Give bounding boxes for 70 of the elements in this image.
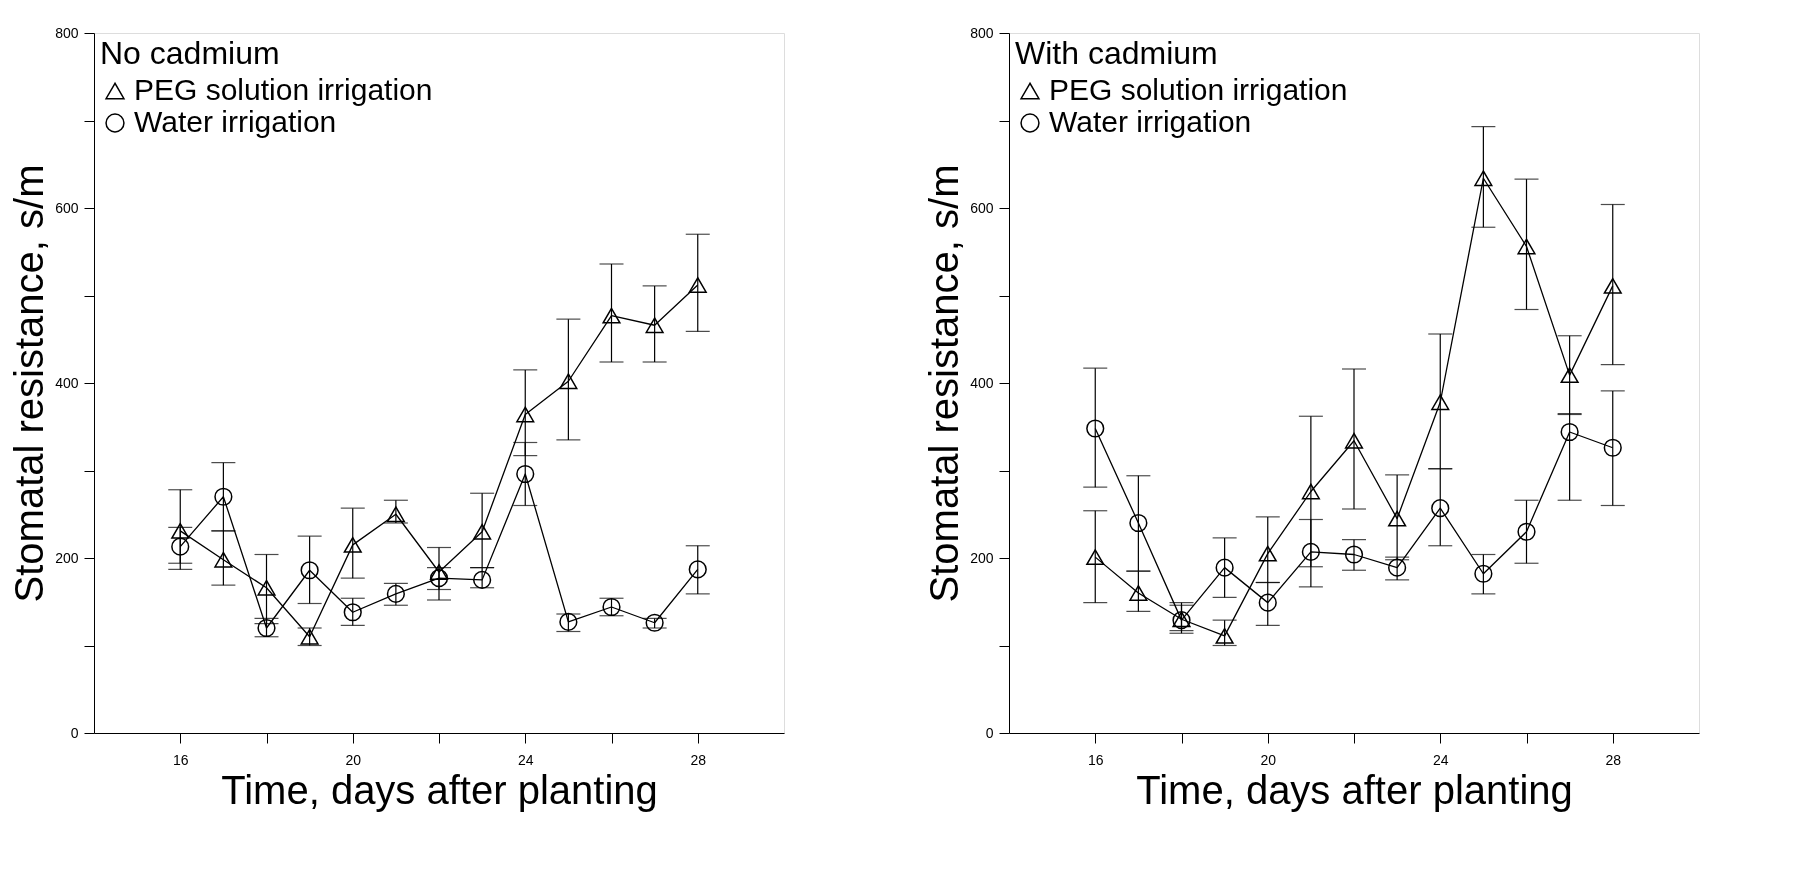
point <box>1258 593 1277 612</box>
x-tick-label: 16 <box>172 751 189 768</box>
x-tick-label: 24 <box>1432 751 1449 768</box>
y-tick-label: 200 <box>55 549 79 566</box>
y-axis-title: Stomatal resistance, s/m <box>922 164 967 603</box>
point <box>516 464 535 484</box>
point <box>1215 627 1234 644</box>
x-tick-label: 28 <box>690 751 707 768</box>
point <box>214 551 233 568</box>
point <box>1474 564 1493 583</box>
legend-label: Water irrigation <box>1049 105 1252 138</box>
y-tick-label: 400 <box>55 374 79 391</box>
point <box>1129 585 1148 601</box>
point <box>1344 432 1364 449</box>
y-tick-label: 200 <box>970 549 994 566</box>
y-tick-label: 600 <box>970 199 994 216</box>
point <box>1388 510 1407 527</box>
y-tick-label: 800 <box>55 24 79 41</box>
point <box>645 613 664 632</box>
point <box>429 564 449 580</box>
x-tick-label: 16 <box>1087 751 1104 768</box>
point <box>171 537 190 556</box>
y-tick-label: 0 <box>70 724 79 741</box>
point <box>602 307 621 324</box>
point <box>1086 419 1105 438</box>
legend-label: PEG solution irrigation <box>134 73 433 106</box>
point <box>1560 422 1579 442</box>
point <box>1517 522 1536 541</box>
point <box>1215 558 1234 577</box>
point <box>257 579 276 596</box>
y-tick-label: 800 <box>970 24 994 41</box>
point <box>1301 542 1320 561</box>
x-tick-label: 20 <box>345 751 362 768</box>
point <box>343 536 362 553</box>
point <box>343 603 362 622</box>
legend-title: No cadmium <box>100 35 280 71</box>
point <box>300 561 319 580</box>
y-tick-label: 600 <box>55 199 79 216</box>
point <box>516 406 535 423</box>
point <box>1129 513 1148 533</box>
point <box>386 506 405 523</box>
point <box>1474 170 1493 187</box>
point <box>559 373 578 390</box>
point <box>645 317 664 334</box>
point <box>1086 549 1105 566</box>
point <box>1431 499 1450 518</box>
x-tick-label: 20 <box>1260 751 1277 768</box>
point <box>473 523 492 540</box>
y-axis-title: Stomatal resistance, s/m <box>7 164 52 603</box>
x-tick-label: 24 <box>517 751 534 768</box>
legend-label: Water irrigation <box>134 105 337 138</box>
legend-label: PEG solution irrigation <box>1049 73 1348 106</box>
point <box>1560 367 1579 384</box>
point <box>1603 277 1622 294</box>
point <box>1517 238 1536 255</box>
point <box>1344 545 1364 564</box>
x-tick-label: 28 <box>1605 751 1622 768</box>
point <box>171 522 190 539</box>
point <box>1431 394 1450 411</box>
x-axis-title: Time, days after planting <box>221 767 658 812</box>
x-axis-title: Time, days after planting <box>1136 767 1573 812</box>
y-tick-label: 400 <box>970 374 994 391</box>
point <box>214 487 233 506</box>
point <box>1258 545 1277 562</box>
y-tick-label: 0 <box>985 724 994 741</box>
point <box>1603 438 1622 457</box>
point <box>688 277 707 293</box>
point <box>688 560 707 579</box>
point <box>1301 483 1320 500</box>
legend-title: With cadmium <box>1015 35 1218 71</box>
